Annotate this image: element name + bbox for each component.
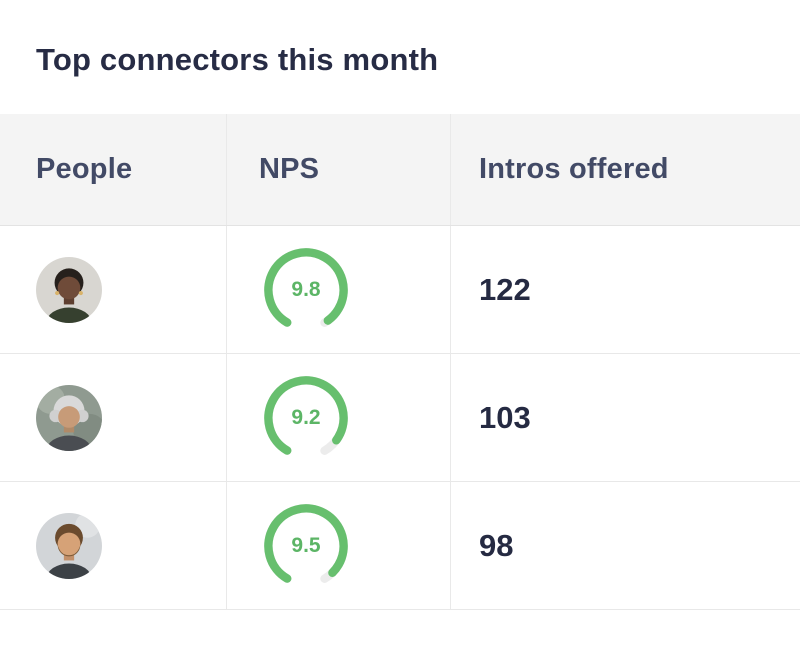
intros-offered-value: 122 xyxy=(479,271,531,307)
nps-value: 9.5 xyxy=(291,533,321,557)
table-row: 9.5 98 xyxy=(0,482,800,610)
nps-gauge: 9.5 xyxy=(259,499,353,593)
intros-offered-value: 98 xyxy=(479,527,514,563)
table-row: 9.8 122 xyxy=(0,226,800,354)
table-header-row: People NPS Intros offered xyxy=(0,114,800,226)
nps-value: 9.2 xyxy=(291,405,321,429)
table-row: 9.2 103 xyxy=(0,354,800,482)
column-header-intros: Intros offered xyxy=(479,153,669,185)
column-header-nps: NPS xyxy=(227,114,451,225)
page-title: Top connectors this month xyxy=(36,42,439,77)
avatar-woman-gray-hair xyxy=(36,384,102,451)
nps-value: 9.8 xyxy=(291,277,321,301)
connectors-table: People NPS Intros offered xyxy=(0,114,800,610)
column-header-people: People xyxy=(0,114,227,225)
intros-offered-value: 103 xyxy=(479,399,531,435)
avatar-man-beard xyxy=(36,512,102,579)
nps-gauge: 9.2 xyxy=(259,371,353,465)
avatar-woman-short-dark-hair xyxy=(36,256,102,323)
nps-gauge: 9.8 xyxy=(259,243,353,337)
